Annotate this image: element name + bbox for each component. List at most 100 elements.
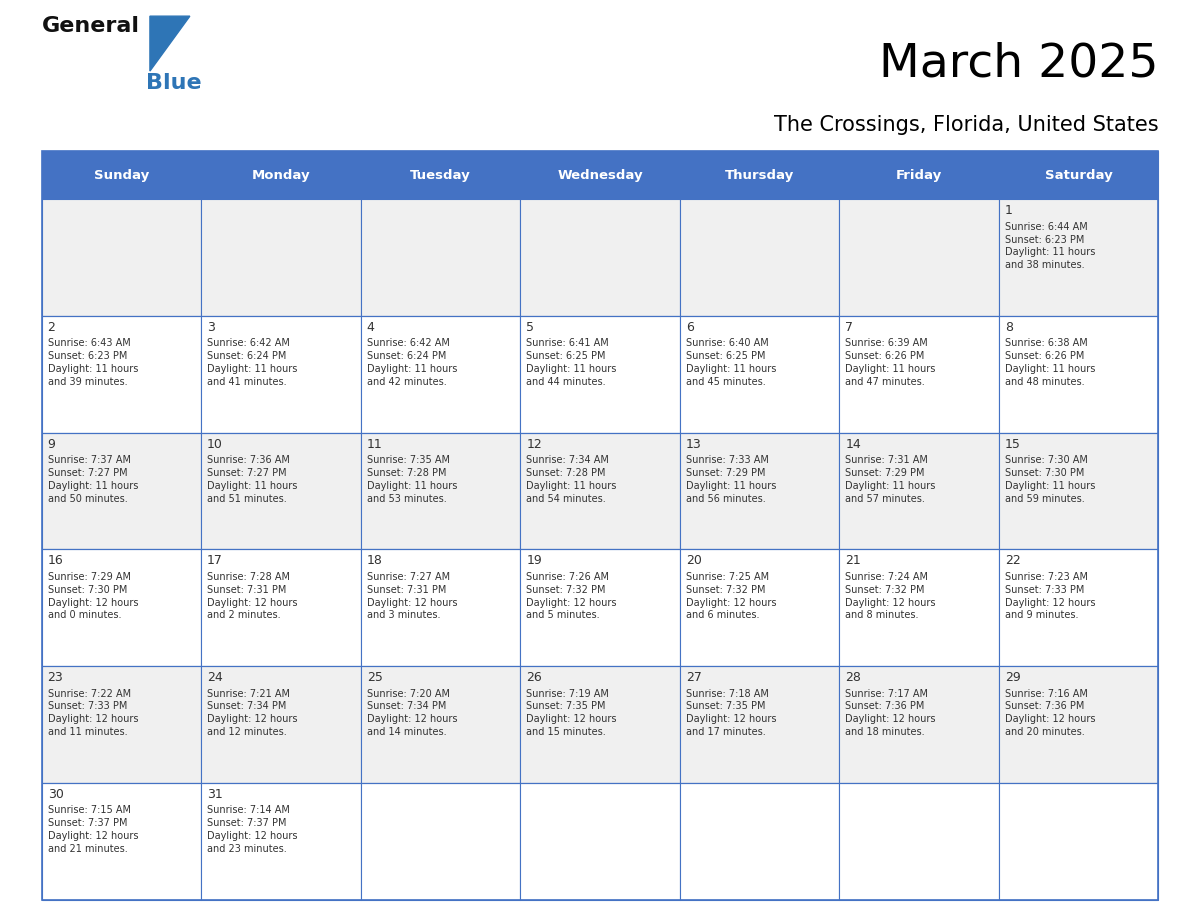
Text: 13: 13 xyxy=(685,438,701,451)
Bar xyxy=(361,199,520,316)
Text: Sunrise: 7:37 AM
Sunset: 7:27 PM
Daylight: 11 hours
and 50 minutes.: Sunrise: 7:37 AM Sunset: 7:27 PM Dayligh… xyxy=(48,455,138,504)
Text: Sunrise: 7:30 AM
Sunset: 7:30 PM
Daylight: 11 hours
and 59 minutes.: Sunrise: 7:30 AM Sunset: 7:30 PM Dayligh… xyxy=(1005,455,1095,504)
Text: 29: 29 xyxy=(1005,671,1020,684)
Text: Sunrise: 7:22 AM
Sunset: 7:33 PM
Daylight: 12 hours
and 11 minutes.: Sunrise: 7:22 AM Sunset: 7:33 PM Dayligh… xyxy=(48,688,138,737)
Bar xyxy=(520,151,680,199)
Bar xyxy=(520,666,680,783)
Text: Sunrise: 7:29 AM
Sunset: 7:30 PM
Daylight: 12 hours
and 0 minutes.: Sunrise: 7:29 AM Sunset: 7:30 PM Dayligh… xyxy=(48,572,138,621)
Text: 7: 7 xyxy=(845,321,853,334)
Text: Sunrise: 7:33 AM
Sunset: 7:29 PM
Daylight: 11 hours
and 56 minutes.: Sunrise: 7:33 AM Sunset: 7:29 PM Dayligh… xyxy=(685,455,776,504)
Text: Sunrise: 7:36 AM
Sunset: 7:27 PM
Daylight: 11 hours
and 51 minutes.: Sunrise: 7:36 AM Sunset: 7:27 PM Dayligh… xyxy=(207,455,297,504)
Text: 20: 20 xyxy=(685,554,702,567)
Text: 31: 31 xyxy=(207,788,223,800)
Text: Sunrise: 6:38 AM
Sunset: 6:26 PM
Daylight: 11 hours
and 48 minutes.: Sunrise: 6:38 AM Sunset: 6:26 PM Dayligh… xyxy=(1005,339,1095,386)
Text: 14: 14 xyxy=(845,438,861,451)
Text: Sunrise: 7:35 AM
Sunset: 7:28 PM
Daylight: 11 hours
and 53 minutes.: Sunrise: 7:35 AM Sunset: 7:28 PM Dayligh… xyxy=(367,455,457,504)
Text: Sunrise: 6:43 AM
Sunset: 6:23 PM
Daylight: 11 hours
and 39 minutes.: Sunrise: 6:43 AM Sunset: 6:23 PM Dayligh… xyxy=(48,339,138,386)
Bar xyxy=(839,199,999,316)
Text: Sunrise: 7:23 AM
Sunset: 7:33 PM
Daylight: 12 hours
and 9 minutes.: Sunrise: 7:23 AM Sunset: 7:33 PM Dayligh… xyxy=(1005,572,1095,621)
Text: 2: 2 xyxy=(48,321,56,334)
Bar xyxy=(201,316,361,432)
Bar xyxy=(999,783,1158,900)
Text: 15: 15 xyxy=(1005,438,1020,451)
Text: March 2025: March 2025 xyxy=(879,41,1158,86)
Text: Sunrise: 7:25 AM
Sunset: 7:32 PM
Daylight: 12 hours
and 6 minutes.: Sunrise: 7:25 AM Sunset: 7:32 PM Dayligh… xyxy=(685,572,776,621)
Text: Sunrise: 7:24 AM
Sunset: 7:32 PM
Daylight: 12 hours
and 8 minutes.: Sunrise: 7:24 AM Sunset: 7:32 PM Dayligh… xyxy=(845,572,936,621)
Bar xyxy=(839,783,999,900)
Text: 22: 22 xyxy=(1005,554,1020,567)
Bar xyxy=(520,783,680,900)
Text: 12: 12 xyxy=(526,438,542,451)
Text: Sunrise: 7:17 AM
Sunset: 7:36 PM
Daylight: 12 hours
and 18 minutes.: Sunrise: 7:17 AM Sunset: 7:36 PM Dayligh… xyxy=(845,688,936,737)
Text: Wednesday: Wednesday xyxy=(557,169,643,182)
Bar xyxy=(201,432,361,549)
Polygon shape xyxy=(150,17,190,71)
Bar xyxy=(999,666,1158,783)
Text: Sunrise: 7:31 AM
Sunset: 7:29 PM
Daylight: 11 hours
and 57 minutes.: Sunrise: 7:31 AM Sunset: 7:29 PM Dayligh… xyxy=(845,455,936,504)
Text: 23: 23 xyxy=(48,671,63,684)
Bar xyxy=(520,199,680,316)
Bar xyxy=(361,666,520,783)
Bar xyxy=(42,432,201,549)
Text: 8: 8 xyxy=(1005,321,1012,334)
Text: Sunrise: 7:14 AM
Sunset: 7:37 PM
Daylight: 12 hours
and 23 minutes.: Sunrise: 7:14 AM Sunset: 7:37 PM Dayligh… xyxy=(207,805,298,854)
Bar xyxy=(42,316,201,432)
Bar xyxy=(201,549,361,666)
Bar xyxy=(680,783,839,900)
Bar xyxy=(680,151,839,199)
Bar xyxy=(42,199,201,316)
Text: General: General xyxy=(42,17,139,36)
Bar xyxy=(680,432,839,549)
Text: 21: 21 xyxy=(845,554,861,567)
Bar xyxy=(520,432,680,549)
Bar xyxy=(361,549,520,666)
Text: Blue: Blue xyxy=(146,73,202,94)
Text: Sunrise: 6:39 AM
Sunset: 6:26 PM
Daylight: 11 hours
and 47 minutes.: Sunrise: 6:39 AM Sunset: 6:26 PM Dayligh… xyxy=(845,339,936,386)
Bar xyxy=(680,549,839,666)
Text: 28: 28 xyxy=(845,671,861,684)
Text: Sunrise: 7:16 AM
Sunset: 7:36 PM
Daylight: 12 hours
and 20 minutes.: Sunrise: 7:16 AM Sunset: 7:36 PM Dayligh… xyxy=(1005,688,1095,737)
Text: 18: 18 xyxy=(367,554,383,567)
Bar xyxy=(999,316,1158,432)
Text: 6: 6 xyxy=(685,321,694,334)
Text: 24: 24 xyxy=(207,671,223,684)
Text: Sunrise: 7:18 AM
Sunset: 7:35 PM
Daylight: 12 hours
and 17 minutes.: Sunrise: 7:18 AM Sunset: 7:35 PM Dayligh… xyxy=(685,688,776,737)
Text: Sunday: Sunday xyxy=(94,169,148,182)
Text: 19: 19 xyxy=(526,554,542,567)
Bar xyxy=(999,151,1158,199)
Bar xyxy=(839,316,999,432)
Text: Sunrise: 7:19 AM
Sunset: 7:35 PM
Daylight: 12 hours
and 15 minutes.: Sunrise: 7:19 AM Sunset: 7:35 PM Dayligh… xyxy=(526,688,617,737)
Bar xyxy=(680,199,839,316)
Text: 3: 3 xyxy=(207,321,215,334)
Text: Sunrise: 7:27 AM
Sunset: 7:31 PM
Daylight: 12 hours
and 3 minutes.: Sunrise: 7:27 AM Sunset: 7:31 PM Dayligh… xyxy=(367,572,457,621)
Text: 11: 11 xyxy=(367,438,383,451)
Text: 10: 10 xyxy=(207,438,223,451)
Bar xyxy=(201,199,361,316)
Bar xyxy=(42,549,201,666)
Bar xyxy=(680,666,839,783)
Text: Thursday: Thursday xyxy=(725,169,794,182)
Bar xyxy=(999,549,1158,666)
Bar xyxy=(361,432,520,549)
Bar xyxy=(361,151,520,199)
Text: 5: 5 xyxy=(526,321,535,334)
Bar xyxy=(361,783,520,900)
Text: Sunrise: 7:28 AM
Sunset: 7:31 PM
Daylight: 12 hours
and 2 minutes.: Sunrise: 7:28 AM Sunset: 7:31 PM Dayligh… xyxy=(207,572,298,621)
Bar xyxy=(201,151,361,199)
Text: Friday: Friday xyxy=(896,169,942,182)
Text: 4: 4 xyxy=(367,321,374,334)
Text: 27: 27 xyxy=(685,671,702,684)
Text: Sunrise: 7:15 AM
Sunset: 7:37 PM
Daylight: 12 hours
and 21 minutes.: Sunrise: 7:15 AM Sunset: 7:37 PM Dayligh… xyxy=(48,805,138,854)
Text: Sunrise: 6:42 AM
Sunset: 6:24 PM
Daylight: 11 hours
and 42 minutes.: Sunrise: 6:42 AM Sunset: 6:24 PM Dayligh… xyxy=(367,339,457,386)
Text: Sunrise: 7:21 AM
Sunset: 7:34 PM
Daylight: 12 hours
and 12 minutes.: Sunrise: 7:21 AM Sunset: 7:34 PM Dayligh… xyxy=(207,688,298,737)
Bar xyxy=(999,432,1158,549)
Text: Sunrise: 6:44 AM
Sunset: 6:23 PM
Daylight: 11 hours
and 38 minutes.: Sunrise: 6:44 AM Sunset: 6:23 PM Dayligh… xyxy=(1005,222,1095,270)
Text: Tuesday: Tuesday xyxy=(410,169,470,182)
Bar xyxy=(361,316,520,432)
Bar xyxy=(201,666,361,783)
Text: 16: 16 xyxy=(48,554,63,567)
Bar xyxy=(42,151,201,199)
Bar xyxy=(839,666,999,783)
Text: 1: 1 xyxy=(1005,204,1012,218)
Text: 17: 17 xyxy=(207,554,223,567)
